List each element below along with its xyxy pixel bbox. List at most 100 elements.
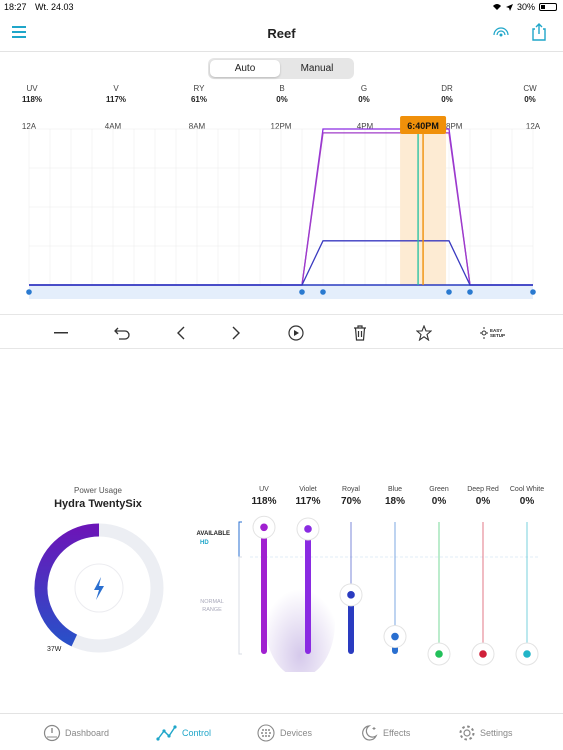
gear-icon xyxy=(459,725,475,741)
tab-control-label: Control xyxy=(182,728,212,738)
tab-control[interactable]: Control xyxy=(156,724,211,742)
chevron-left-icon xyxy=(177,326,185,340)
slider-name: Deep Red xyxy=(467,486,499,493)
slider-header-blue: Blue 18% xyxy=(375,486,415,507)
channel-value: 0% xyxy=(524,95,536,104)
slider-knob-dot xyxy=(479,650,487,658)
channel-name: RY xyxy=(193,84,205,93)
dashboard-icon xyxy=(43,724,61,742)
broadcast-icon[interactable] xyxy=(492,23,510,41)
play-circle-icon xyxy=(288,325,304,341)
slider-value: 0% xyxy=(431,496,447,507)
slider-blue[interactable] xyxy=(383,522,407,654)
delete-button[interactable] xyxy=(350,323,370,343)
control-point[interactable] xyxy=(299,289,305,295)
easy-setup-button[interactable]: EASY SETUP xyxy=(476,323,512,343)
slider-value: 117% xyxy=(295,496,321,507)
lightning-icon xyxy=(94,577,104,600)
status-right: 30% xyxy=(492,2,557,12)
slider-fill xyxy=(305,528,311,654)
time-label: 12A xyxy=(21,122,37,131)
menu-icon[interactable] xyxy=(12,26,26,38)
channel-g: G 0% xyxy=(344,84,384,104)
slider-name: UV xyxy=(259,486,269,493)
battery-icon xyxy=(539,3,557,11)
control-point[interactable] xyxy=(467,289,473,295)
channel-name: CW xyxy=(523,84,537,93)
slider-knob-dot xyxy=(391,632,399,641)
slider-header-green: Green 0% xyxy=(419,486,459,507)
minus-icon xyxy=(54,332,68,334)
mode-manual-button[interactable]: Manual xyxy=(300,63,334,74)
slider-name: Green xyxy=(429,486,449,493)
mode-segmented-control: Auto Manual xyxy=(208,58,354,79)
time-label: 8AM xyxy=(188,122,206,131)
remove-point-button[interactable] xyxy=(51,323,71,343)
channel-value: 118% xyxy=(21,95,43,104)
tab-effects[interactable]: Effects xyxy=(359,724,410,742)
trash-icon xyxy=(354,325,366,341)
tab-dashboard[interactable]: Dashboard xyxy=(43,724,109,742)
share-icon[interactable] xyxy=(530,22,548,42)
tab-devices[interactable]: Devices xyxy=(256,724,312,742)
page-title: Reef xyxy=(267,26,296,41)
current-time-badge: 6:40PM xyxy=(400,116,447,134)
channel-value: 117% xyxy=(105,95,127,104)
time-label: 12PM xyxy=(270,122,292,131)
preview-button[interactable] xyxy=(286,323,306,343)
slider-header-uv: UV 118% xyxy=(244,486,284,507)
status-bar: 18:27 Wt. 24.03 30% xyxy=(0,0,563,14)
schedule-chart[interactable]: 6:40PM xyxy=(0,115,563,310)
wifi-status-icon xyxy=(492,4,501,10)
favorite-button[interactable] xyxy=(414,323,434,343)
slider-royal[interactable] xyxy=(339,522,363,654)
mode-auto-button[interactable]: Auto xyxy=(210,60,280,77)
channel-value: 0% xyxy=(441,95,453,104)
undo-icon xyxy=(114,327,130,340)
edit-toolbar: EASY SETUP xyxy=(0,314,563,349)
time-label: 4AM xyxy=(104,122,122,131)
slider-green[interactable] xyxy=(427,522,451,666)
slider-value: 18% xyxy=(384,496,405,507)
devices-icon xyxy=(257,724,275,742)
channel-v: V 117% xyxy=(96,84,136,104)
control-point[interactable] xyxy=(26,289,32,295)
slider-fill xyxy=(261,527,267,654)
star-icon xyxy=(416,325,432,341)
tab-settings[interactable]: Settings xyxy=(458,724,513,742)
device-name: Hydra TwentySix xyxy=(54,498,142,510)
slider-cool-white[interactable] xyxy=(515,522,539,666)
donut-fill xyxy=(34,523,100,647)
slider-header-violet: Violet 117% xyxy=(288,486,328,507)
slider-uv[interactable] xyxy=(252,515,276,654)
slider-value: 0% xyxy=(475,496,491,507)
undo-button[interactable] xyxy=(112,323,132,343)
location-icon xyxy=(505,3,513,11)
next-point-button[interactable] xyxy=(226,323,246,343)
channel-value: 61% xyxy=(190,95,207,104)
channel-value: 0% xyxy=(276,95,288,104)
slider-name: Violet xyxy=(299,486,317,493)
channel-b: B 0% xyxy=(262,84,302,104)
hd-bracket xyxy=(238,521,242,557)
slider-value: 70% xyxy=(340,496,361,507)
slider-deep-red[interactable] xyxy=(471,522,495,666)
control-point[interactable] xyxy=(446,289,452,295)
slider-knob-dot xyxy=(347,591,355,599)
channel-cw: CW 0% xyxy=(510,84,550,104)
time-label: 12A xyxy=(525,122,541,131)
slider-fill xyxy=(348,594,354,654)
tab-dashboard-label: Dashboard xyxy=(65,728,110,738)
slider-violet[interactable] xyxy=(296,517,320,654)
chevron-right-icon xyxy=(232,326,240,340)
tab-bar: Dashboard Control Devices Effects Settin… xyxy=(0,713,563,750)
slider-knob-dot xyxy=(304,525,312,533)
timeline-band xyxy=(29,285,533,299)
effects-icon xyxy=(362,725,378,741)
hd-label: HD xyxy=(200,540,209,546)
control-point[interactable] xyxy=(320,289,326,295)
channel-name: G xyxy=(360,84,368,93)
control-icon xyxy=(156,725,177,741)
previous-point-button[interactable] xyxy=(171,323,191,343)
control-point[interactable] xyxy=(530,289,536,295)
